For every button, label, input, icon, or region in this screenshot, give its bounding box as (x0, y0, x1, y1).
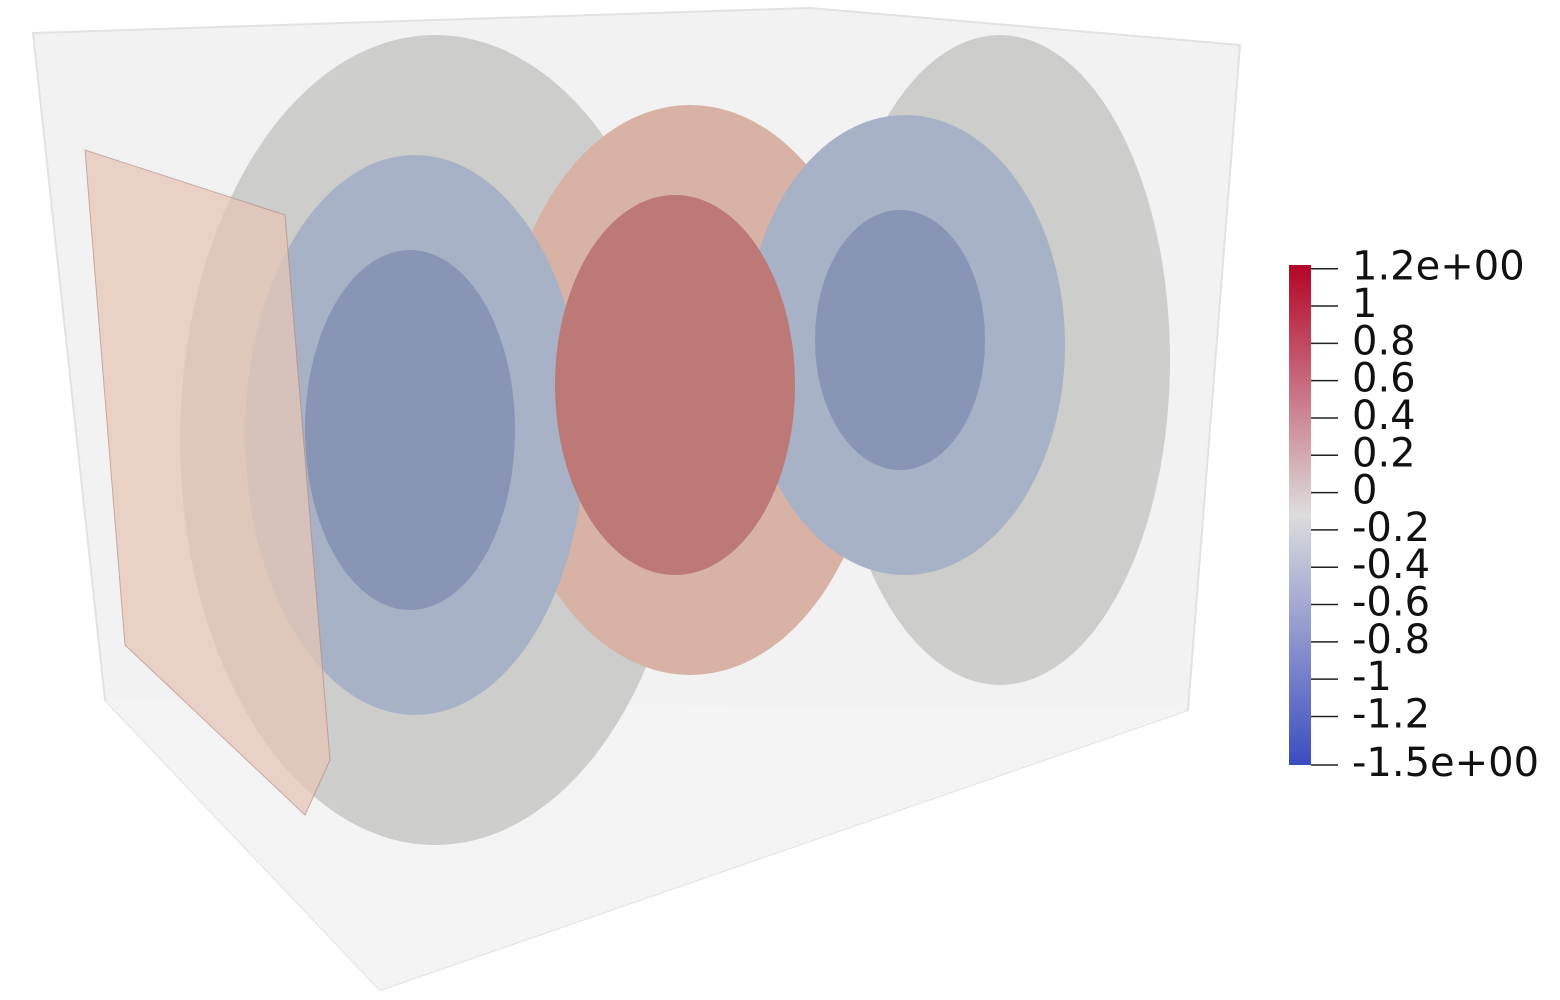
tick-label: 0.4 (1352, 393, 1416, 439)
tick-label: 0.8 (1352, 318, 1416, 364)
tick-label: -0.2 (1352, 505, 1430, 551)
tick-label: 0 (1352, 468, 1377, 514)
tick-label: -1.2 (1352, 691, 1430, 737)
red-surface (555, 195, 795, 575)
tick-label: -0.6 (1352, 580, 1430, 626)
blue-surface (815, 210, 985, 470)
tick-label: 0.2 (1352, 430, 1416, 476)
isosurfaces (180, 35, 1170, 845)
tick-label: -0.8 (1352, 617, 1430, 663)
plane (84, 149, 331, 816)
tick-label: 0.6 (1352, 356, 1416, 402)
tick-label: -0.4 (1352, 542, 1430, 588)
tick-label: 1.2e+00 (1352, 244, 1525, 290)
tick-label: 1 (1352, 281, 1377, 327)
blue-surface (305, 250, 515, 610)
scene (31, 6, 1242, 992)
tick-label: -1.5e+00 (1352, 740, 1539, 786)
colorbar: 1.2e+0010.80.60.40.20-0.2-0.4-0.6-0.8-1-… (1289, 244, 1539, 786)
colorbar-ramp (1289, 265, 1311, 765)
tick-label: -1 (1352, 654, 1392, 700)
